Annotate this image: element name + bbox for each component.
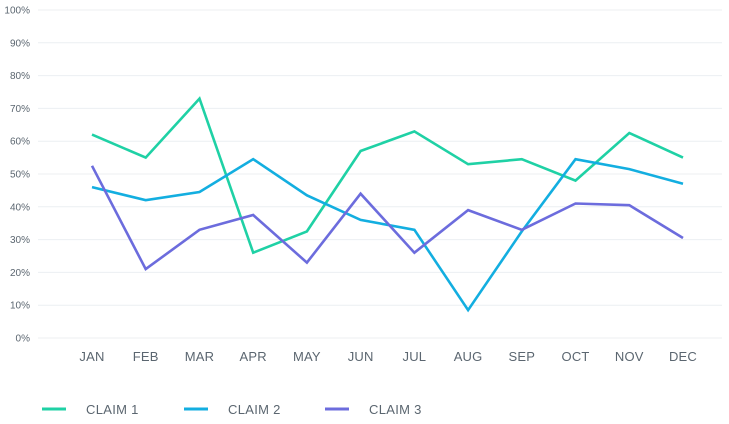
y-tick-label: 20% — [10, 268, 30, 279]
y-tick-label: 10% — [10, 301, 30, 312]
x-tick-label: JAN — [79, 349, 104, 364]
x-tick-label: MAY — [293, 349, 321, 364]
legend-item-claim-1[interactable]: CLAIM 1 — [42, 402, 139, 417]
chart-series-lines — [90, 96, 684, 313]
y-tick-label: 30% — [10, 235, 30, 246]
x-tick-label: MAR — [185, 349, 215, 364]
chart-grid — [38, 9, 722, 339]
x-tick-label: OCT — [562, 349, 590, 364]
series-line-claim-1[interactable] — [91, 96, 684, 255]
legend-label: CLAIM 3 — [369, 402, 422, 417]
legend-item-claim-3[interactable]: CLAIM 3 — [325, 402, 422, 417]
x-tick-label: AUG — [454, 349, 483, 364]
legend-item-claim-2[interactable]: CLAIM 2 — [184, 402, 281, 417]
x-tick-label: FEB — [133, 349, 159, 364]
x-tick-label: JUN — [348, 349, 374, 364]
y-tick-label: 90% — [10, 38, 30, 49]
legend-label: CLAIM 1 — [86, 402, 139, 417]
chart-legend[interactable]: CLAIM 1 CLAIM 2 CLAIM 3 — [42, 402, 422, 417]
y-tick-label: 70% — [10, 104, 30, 115]
legend-label: CLAIM 2 — [228, 402, 281, 417]
x-tick-label: DEC — [669, 349, 697, 364]
y-tick-label: 40% — [10, 202, 30, 213]
y-tick-label: 50% — [10, 170, 30, 181]
x-tick-label: NOV — [615, 349, 644, 364]
x-tick-label: JUL — [403, 349, 427, 364]
y-tick-label: 60% — [10, 137, 30, 148]
y-tick-label: 100% — [4, 6, 30, 17]
x-tick-label: APR — [240, 349, 267, 364]
y-tick-label: 0% — [16, 334, 31, 345]
series-line-claim-2[interactable] — [91, 157, 684, 313]
y-tick-label: 80% — [10, 71, 30, 82]
y-axis: 0% 10% 20% 30% 40% 50% 60% 70% 80% 90% 100% — [4, 6, 30, 345]
x-axis: JAN FEB MAR APR MAY JUN JUL AUG SEP OCT NOV DEC — [79, 349, 697, 364]
x-tick-label: SEP — [509, 349, 536, 364]
series-line-claim-3[interactable] — [90, 165, 684, 272]
